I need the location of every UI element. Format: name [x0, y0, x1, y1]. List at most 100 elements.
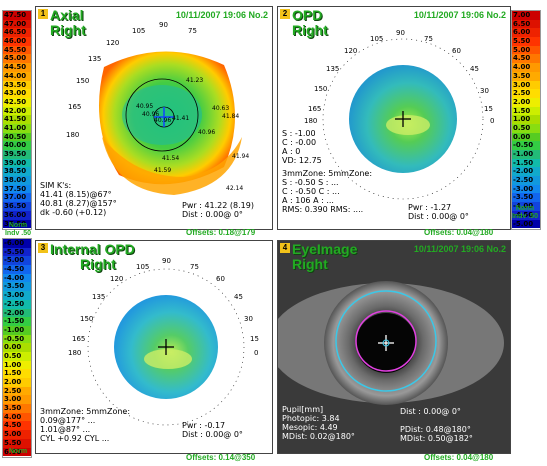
axial-axis-labels: 90 105 75 120 135 150 165 180 [36, 7, 272, 229]
pupil-label: Pupil[mm] [282, 405, 324, 414]
scale-step: 5.50 [3, 438, 31, 448]
axis-label-0: 0 [254, 349, 259, 357]
eye-image-panel[interactable]: 4 EyeImage Right 10/11/2007 19:06 No.2 P… [277, 240, 511, 454]
scale-label: 3.50 [513, 71, 531, 80]
axis-label-105: 105 [136, 263, 150, 271]
scale-label: -1.50 [4, 317, 25, 326]
scale-step: 0.00 [3, 343, 31, 352]
axis-label-120: 120 [106, 39, 120, 47]
axial-map[interactable] [74, 27, 254, 197]
vertex-distance-value: VD: 12.75 [282, 156, 322, 165]
dk-value: dk -0.60 (+0.12) [40, 208, 107, 217]
scale-step: 43.00 [3, 89, 31, 98]
scale-label: -5.50 [4, 247, 25, 256]
scale-step: 43.50 [3, 80, 31, 90]
opd-map[interactable] [308, 29, 498, 209]
axis-label-15: 15 [250, 335, 259, 343]
eye-dist-value: Dist : 0.00@ 0° [400, 407, 461, 416]
scale-step: -4.50 [3, 265, 31, 274]
scale-label: -1.00 [4, 325, 25, 334]
scale-label: 37.00 [4, 193, 27, 202]
axis-label-75: 75 [190, 263, 199, 271]
scale-label: 2.00 [513, 97, 531, 106]
scale-step: 44.50 [3, 63, 31, 72]
scale-step: -6.00 [3, 239, 31, 248]
scale-step: 1.00 [512, 115, 540, 124]
scale-step: -1.50 [512, 158, 540, 168]
scale-label: -6.00 [4, 239, 25, 247]
scale-label: 35.50 [4, 219, 27, 228]
axis-label-105: 105 [370, 35, 384, 43]
panel-title: Axial [50, 7, 84, 23]
scale-step: 41.00 [3, 123, 31, 133]
zone3-header: 3mmZone: [40, 407, 84, 416]
scale-step: 37.00 [3, 193, 31, 203]
scale-step: 38.00 [3, 176, 31, 185]
distance-value: Dist : 0.00@ 0° [182, 210, 243, 219]
axis-label-135: 135 [88, 55, 102, 63]
scale-step: -2.00 [3, 308, 31, 318]
power-value: Pwr : 41.22 (8.19) [182, 201, 254, 210]
scale-label: 47.00 [4, 19, 27, 28]
zone3-header: 3mmZone: [282, 169, 326, 178]
power-value: Pwr : -1.27 [408, 203, 452, 212]
scale-label: -5.00 [513, 219, 534, 228]
scale-step: -1.50 [3, 317, 31, 326]
axis-label-60: 60 [216, 275, 225, 283]
scale-step: 40.00 [3, 141, 31, 150]
scale-step: -3.50 [512, 193, 540, 203]
internal-opd-panel[interactable]: 3 Internal OPD Right 90 105 75 120 60 13… [35, 240, 273, 454]
scale-label: 40.00 [4, 141, 27, 150]
internal-opd-map[interactable] [76, 261, 256, 431]
scale-step: -0.50 [3, 334, 31, 344]
scale-label: 2.50 [513, 89, 531, 98]
scale-label: 37.50 [4, 184, 27, 193]
panel-title: EyeImage [292, 241, 358, 257]
opd-panel[interactable]: 2 OPD Right 10/11/2007 19:06 No.2 90 105… [277, 6, 511, 230]
scale-step: 41.50 [3, 115, 31, 124]
pdist-value: PDist: 0.48@180° [400, 425, 471, 434]
central-zone [122, 85, 202, 145]
zone-axis-row: A : 106 A : ... [282, 196, 334, 205]
axial-panel[interactable]: 1 Axial Right 10/11/2007 19:06 No.2 41.2… [35, 6, 273, 230]
scale-step: 46.50 [3, 28, 31, 38]
scale-label: 5.00 [4, 430, 22, 439]
internal-norm-label: Norm [2, 448, 34, 456]
scale-step: 35.50 [3, 219, 31, 229]
scale-label: -4.50 [4, 265, 25, 274]
scale-label: 5.50 [513, 37, 531, 46]
scale-label: -3.00 [4, 291, 25, 300]
norm-text: Norm [515, 205, 535, 212]
internal-offsets: Offsets: 0.14@350 [186, 453, 256, 462]
axis-label-105: 105 [132, 27, 146, 35]
axis-label-180: 180 [68, 349, 82, 357]
map-value: 41.94 [232, 153, 250, 160]
sim-k-label: SIM K's: [40, 181, 72, 190]
scale-step: -3.50 [3, 282, 31, 292]
sim-k-block: SIM K's: 41.41 (8.15)@67° 40.81 (8.27)@1… [40, 181, 117, 217]
scale-step: 36.50 [3, 202, 31, 211]
scale-step: 4.00 [3, 412, 31, 422]
scale-label: 41.00 [4, 123, 27, 132]
scale-step: 47.00 [3, 19, 31, 29]
scale-step: 0.50 [512, 123, 540, 133]
axis-label-165: 165 [68, 103, 82, 111]
opd-refraction-block: S : -1.00 C : -0.00 A : 0 VD: 12.75 [282, 129, 322, 165]
scale-step: -3.00 [3, 291, 31, 300]
axis-value: A : 0 [282, 147, 301, 156]
scale-label: 0.00 [513, 132, 531, 141]
axis-label-180: 180 [66, 131, 80, 139]
scale-step: 4.50 [512, 54, 540, 64]
panel-eye: Right [50, 22, 86, 38]
scale-label: 44.50 [4, 63, 27, 72]
eye-pdist-block: PDist: 0.48@180° MDist: 0.50@182° [400, 425, 473, 443]
scale-label: -3.50 [513, 193, 534, 202]
scale-label: 3.50 [4, 404, 22, 413]
scale-label: -2.50 [513, 176, 534, 185]
scale-step: 3.00 [512, 80, 540, 90]
zone-headers: 3mmZone: 5mmZone: [282, 169, 372, 178]
axial-norm-label: Norm Indv .50 [2, 222, 34, 238]
eye-photo[interactable] [278, 241, 510, 453]
scale-step: -1.00 [3, 325, 31, 335]
zone-headers: 3mmZone: 5mmZone: [40, 407, 130, 416]
